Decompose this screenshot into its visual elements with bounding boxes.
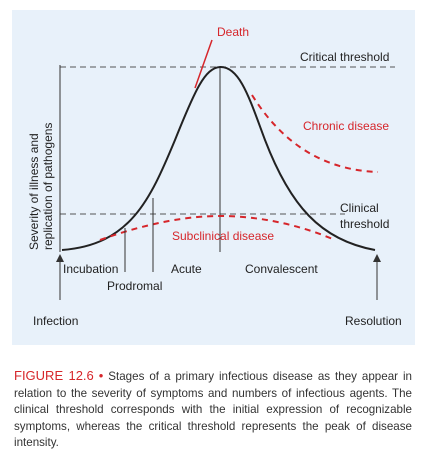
y-axis-label: replication of pathogens: [41, 123, 55, 250]
caption-text: Stages of a primary infectious disease a…: [14, 370, 412, 449]
death-label: Death: [217, 25, 249, 39]
clinical-label: Clinical: [340, 201, 379, 215]
chronic-curve: [251, 94, 379, 173]
stage-label: Acute: [171, 262, 202, 276]
stage-label: Incubation: [63, 262, 118, 276]
disease-curve: [61, 65, 376, 251]
stage-label: Prodromal: [107, 279, 162, 293]
stage-label: Convalescent: [245, 262, 318, 276]
subclinical-label: Subclinical disease: [172, 229, 274, 243]
caption-separator: •: [98, 368, 104, 383]
panel-background: [12, 10, 415, 345]
chronic-label: Chronic disease: [303, 119, 389, 133]
y-axis-label: Severity of illness and: [27, 133, 41, 250]
infection-label: Infection: [33, 314, 78, 328]
caption: FIGURE 12.6 • Stages of a primary infect…: [14, 368, 412, 452]
subclinical-curve: [99, 214, 336, 241]
caption-label: FIGURE 12.6: [14, 368, 94, 383]
critical-label: Critical threshold: [300, 50, 389, 64]
resolution-label: Resolution: [345, 314, 402, 328]
clinical-label: threshold: [340, 217, 389, 231]
death-line: [194, 39, 213, 89]
diagram: Death Critical threshold Chronic disease…: [12, 10, 415, 345]
